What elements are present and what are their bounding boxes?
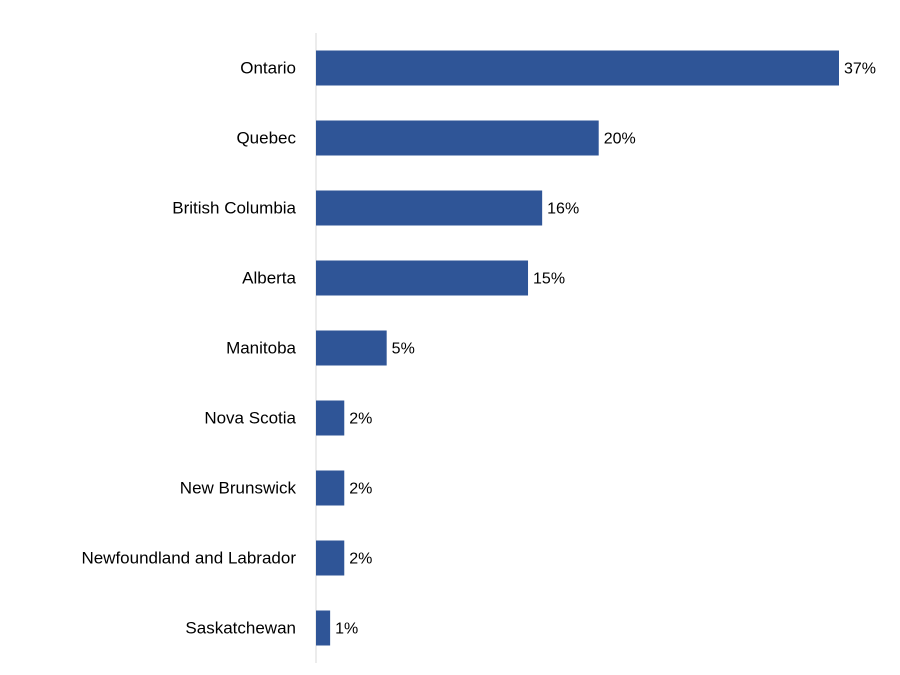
value-label-newfoundland-and-labrador: 2% [349, 551, 372, 568]
category-label-newfoundland-and-labrador: Newfoundland and Labrador [81, 549, 296, 568]
value-label-new-brunswick: 2% [349, 481, 372, 498]
value-label-british-columbia: 16% [547, 201, 579, 218]
category-label-manitoba: Manitoba [226, 339, 296, 358]
bars-group [316, 50, 839, 646]
category-label-new-brunswick: New Brunswick [180, 479, 297, 498]
category-label-saskatchewan: Saskatchewan [185, 619, 296, 638]
value-label-alberta: 15% [533, 271, 565, 288]
category-label-nova-scotia: Nova Scotia [204, 409, 296, 428]
value-label-manitoba: 5% [392, 341, 415, 358]
bar-british-columbia [316, 190, 543, 226]
value-label-saskatchewan: 1% [335, 621, 358, 638]
category-label-ontario: Ontario [240, 59, 296, 78]
bar-new-brunswick [316, 470, 345, 506]
bar-nova-scotia [316, 400, 345, 436]
bar-quebec [316, 120, 599, 156]
category-labels-group: Ontario Quebec British Columbia Alberta Mani… [81, 59, 296, 638]
value-label-nova-scotia: 2% [349, 411, 372, 428]
value-labels-group: 37% 20% 16% 15% 5% 2% 2% 2% 1% [335, 61, 876, 638]
value-label-quebec: 20% [604, 131, 636, 148]
category-label-british-columbia: British Columbia [172, 199, 296, 218]
bar-manitoba [316, 330, 387, 366]
bar-ontario [316, 50, 839, 86]
bar-saskatchewan [316, 610, 331, 646]
category-label-alberta: Alberta [242, 269, 296, 288]
bar-alberta [316, 260, 529, 296]
bar-newfoundland-and-labrador [316, 540, 345, 576]
value-label-ontario: 37% [844, 61, 876, 78]
category-label-quebec: Quebec [236, 129, 296, 148]
